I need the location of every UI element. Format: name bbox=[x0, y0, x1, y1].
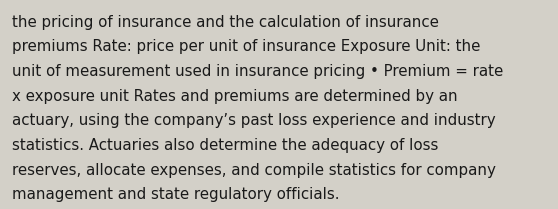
Text: x exposure unit Rates and premiums are determined by an: x exposure unit Rates and premiums are d… bbox=[12, 89, 458, 104]
Text: reserves, allocate expenses, and compile statistics for company: reserves, allocate expenses, and compile… bbox=[12, 163, 496, 178]
Text: the pricing of insurance and the calculation of insurance: the pricing of insurance and the calcula… bbox=[12, 15, 439, 30]
Text: unit of measurement used in insurance pricing • Premium = rate: unit of measurement used in insurance pr… bbox=[12, 64, 503, 79]
Text: statistics. Actuaries also determine the adequacy of loss: statistics. Actuaries also determine the… bbox=[12, 138, 439, 153]
Text: actuary, using the company’s past loss experience and industry: actuary, using the company’s past loss e… bbox=[12, 113, 496, 128]
Text: management and state regulatory officials.: management and state regulatory official… bbox=[12, 187, 340, 202]
Text: premiums Rate: price per unit of insurance Exposure Unit: the: premiums Rate: price per unit of insuran… bbox=[12, 39, 480, 54]
